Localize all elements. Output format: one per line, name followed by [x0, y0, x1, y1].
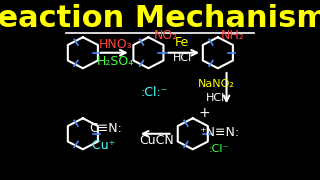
- Text: Fe: Fe: [175, 36, 189, 49]
- Text: :Cl⁻: :Cl⁻: [209, 144, 229, 154]
- Text: HCl: HCl: [206, 93, 226, 103]
- Text: CuCN: CuCN: [140, 134, 174, 147]
- Text: HNO₃: HNO₃: [99, 38, 132, 51]
- Text: ⁺N≡N:: ⁺N≡N:: [199, 126, 239, 139]
- Text: Reaction Mechanisms: Reaction Mechanisms: [0, 4, 320, 33]
- Text: NO₂: NO₂: [154, 29, 178, 42]
- Text: :Cl:⁻: :Cl:⁻: [140, 86, 168, 99]
- Text: NH₂: NH₂: [220, 29, 244, 42]
- Text: ·Cu⁺: ·Cu⁺: [89, 139, 116, 152]
- Text: H₂SO₄: H₂SO₄: [97, 55, 134, 68]
- Text: C≡N:: C≡N:: [90, 122, 123, 135]
- Text: HCl: HCl: [172, 53, 192, 63]
- Text: +: +: [198, 106, 210, 120]
- Text: NaNO₂: NaNO₂: [197, 79, 234, 89]
